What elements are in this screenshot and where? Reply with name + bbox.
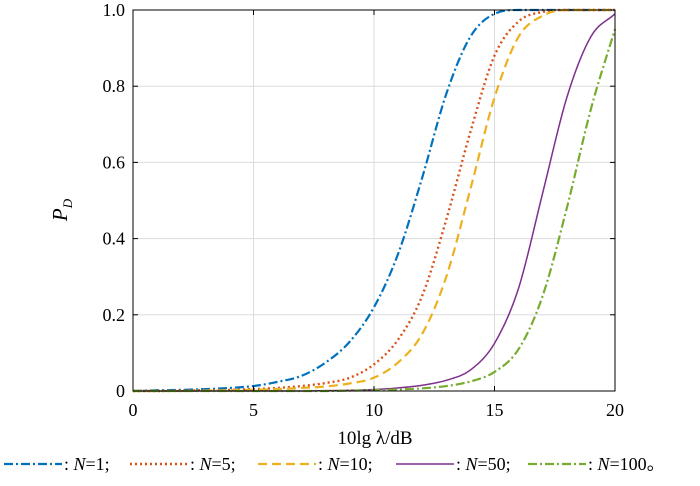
x-axis-label: 10lg λ/dB [337,428,412,449]
grid-lines [133,10,615,391]
legend-item: : N=100。 [528,454,665,474]
x-tick-label: 10 [365,400,383,420]
legend-label: : N=100。 [588,454,665,474]
y-axis-label: PD [48,198,75,222]
axis-ticks: 0 5 10 15 20 0 0.2 0.4 0.6 0.8 1.0 [103,0,625,420]
x-tick-label: 20 [606,400,624,420]
legend-item: : N=10; [258,454,373,474]
legend-label: : N=1; [64,454,110,474]
y-axis-label-subscript: D [60,198,75,209]
y-tick-label: 1.0 [103,0,126,20]
y-tick-label: 0.8 [103,76,126,96]
legend-label: : N=50; [456,454,511,474]
y-tick-label: 0.2 [103,305,126,325]
legend: : N=1; : N=5; : N=10; : N=50; : N=100。 [4,454,665,474]
legend-item: : N=50; [396,454,511,474]
y-tick-label: 0.4 [103,229,126,249]
y-tick-label: 0.6 [103,152,126,172]
y-axis-label-main: P [48,208,72,222]
legend-label: : N=5; [190,454,236,474]
legend-label: : N=10; [318,454,373,474]
x-tick-label: 5 [249,400,258,420]
legend-item: : N=5; [130,454,236,474]
x-tick-label: 15 [486,400,504,420]
legend-item: : N=1; [4,454,110,474]
x-tick-label: 0 [129,400,138,420]
y-tick-label: 0 [116,381,125,401]
